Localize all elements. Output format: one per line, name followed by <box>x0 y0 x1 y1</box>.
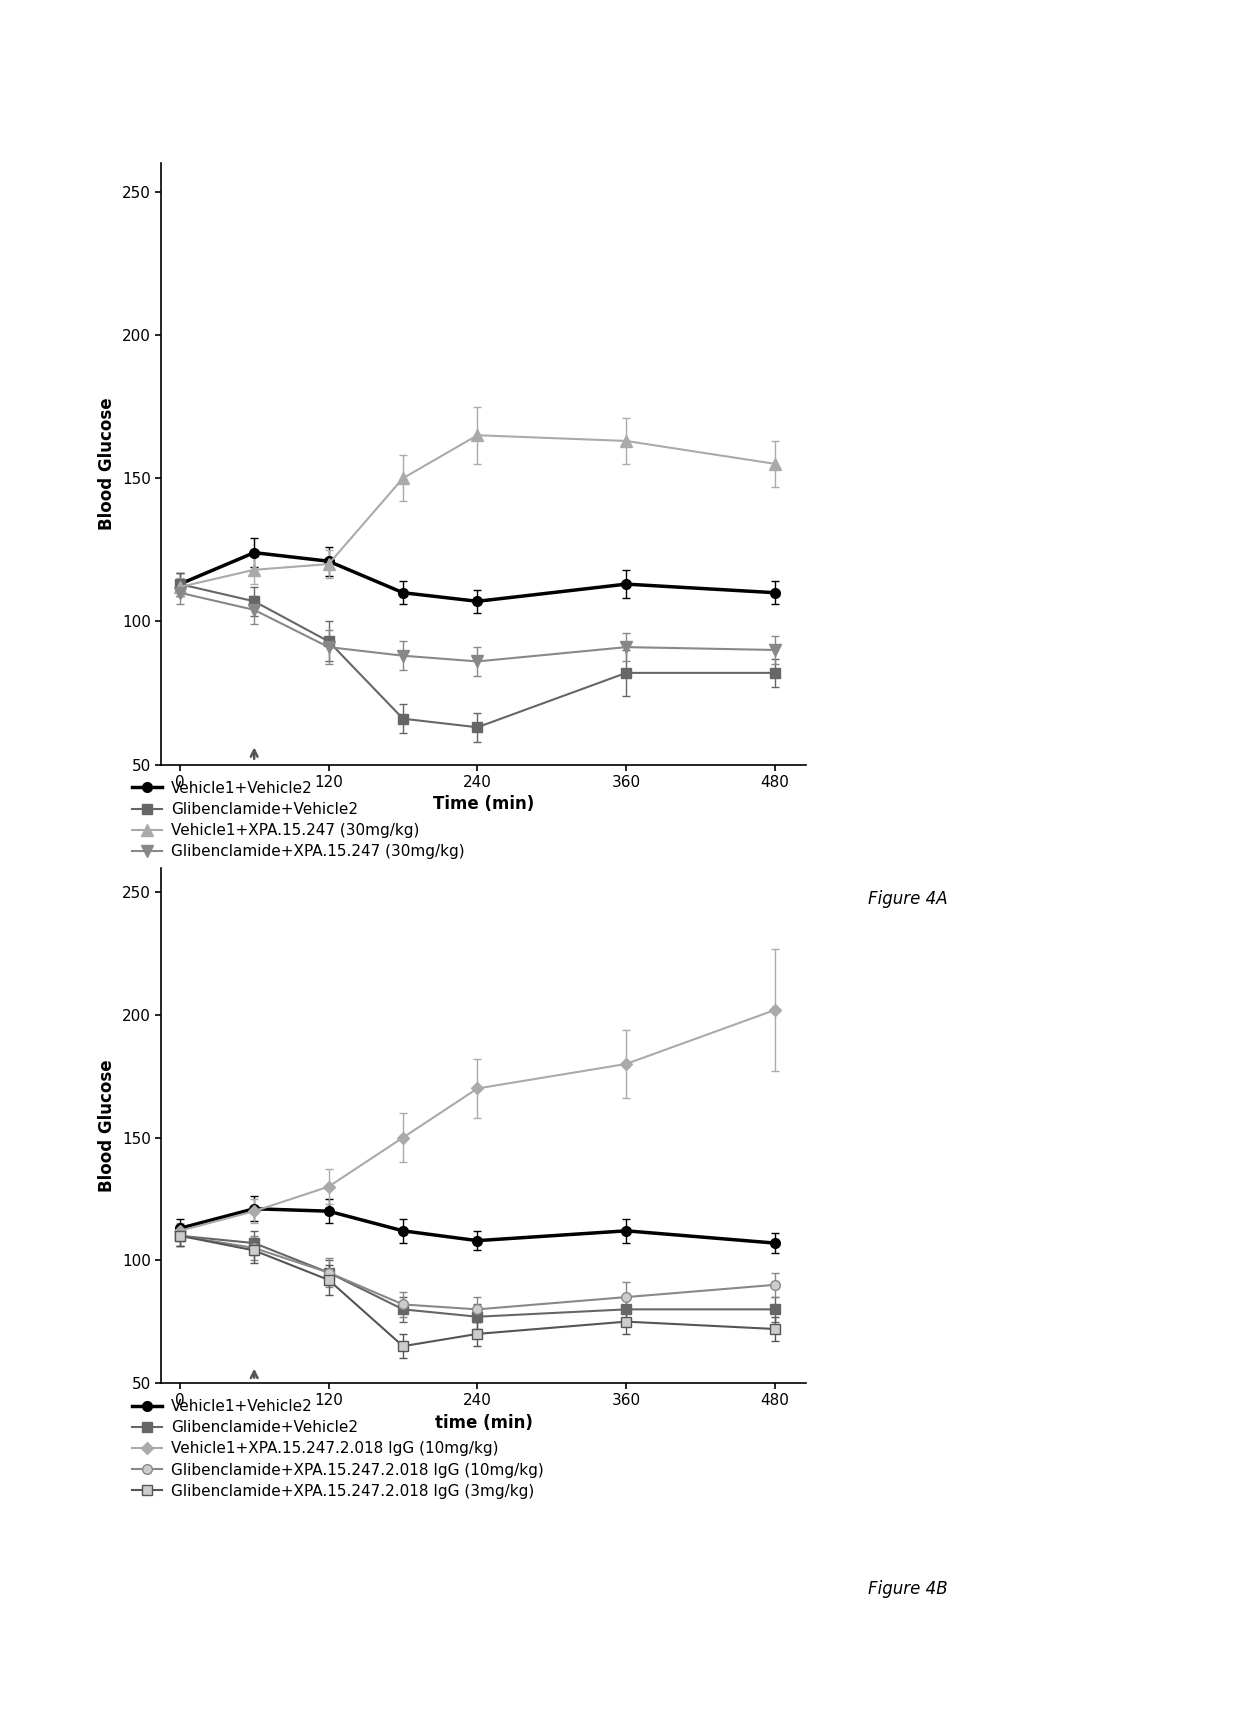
Legend: Vehicle1+Vehicle2, Glibenclamide+Vehicle2, Vehicle1+XPA.15.247 (30mg/kg), Gliben: Vehicle1+Vehicle2, Glibenclamide+Vehicle… <box>131 780 465 859</box>
X-axis label: Time (min): Time (min) <box>433 795 534 814</box>
Text: Figure 4B: Figure 4B <box>868 1581 947 1598</box>
Y-axis label: Blood Glucose: Blood Glucose <box>98 1058 117 1192</box>
Legend: Vehicle1+Vehicle2, Glibenclamide+Vehicle2, Vehicle1+XPA.15.247.2.018 IgG (10mg/k: Vehicle1+Vehicle2, Glibenclamide+Vehicle… <box>131 1398 544 1498</box>
X-axis label: time (min): time (min) <box>435 1414 532 1433</box>
Text: Figure 4A: Figure 4A <box>868 890 947 907</box>
Y-axis label: Blood Glucose: Blood Glucose <box>98 397 117 531</box>
